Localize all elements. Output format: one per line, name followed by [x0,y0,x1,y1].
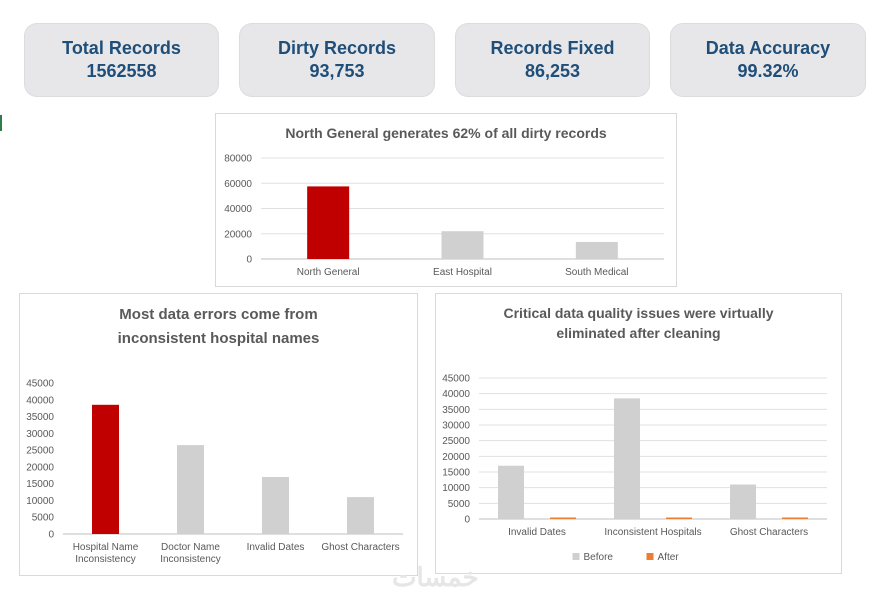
bar-after [666,517,692,519]
sheet-edge-marker [0,115,2,131]
y-tick-label: 0 [464,515,470,526]
x-category-label: Doctor Name [161,542,220,553]
legend-swatch [572,553,580,560]
y-tick-label: 35000 [442,405,470,416]
y-tick-label: 35000 [26,412,54,423]
kpi-label: Records Fixed [490,38,615,58]
kpi-card-total-records: Total Records 1562558 [25,24,218,96]
y-tick-label: 10000 [26,496,54,507]
chart-title: North General generates 62% of all dirty… [285,125,607,141]
chart-title: inconsistent hospital names [118,330,320,347]
bar [177,445,204,534]
chart-before-after[interactable]: Critical data quality issues were virtua… [435,293,842,574]
bar [307,186,350,259]
kpi-card-data-accuracy: Data Accuracy 99.32% [671,24,865,96]
kpi-value: 1562558 [86,61,157,81]
y-tick-label: 15000 [442,468,470,479]
bar-after [782,517,808,519]
chart-title: Critical data quality issues were virtua… [504,305,774,321]
y-tick-label: 5000 [448,499,471,510]
y-tick-label: 20000 [442,452,470,463]
x-category-label: South Medical [565,267,628,278]
x-category-label: East Hospital [433,267,492,278]
kpi-label: Dirty Records [277,38,397,58]
watermark: خمسات [392,562,479,592]
x-category-label: Inconsistency [75,554,136,565]
y-tick-label: 80000 [224,154,252,165]
chart-error-types-svg: Most data errors come from inconsistent h… [26,306,403,565]
y-tick-label: 0 [48,530,54,541]
legend-label: After [658,552,680,563]
kpi-value: 99.32% [737,61,799,81]
x-category-label: North General [297,267,360,278]
x-category-label: Hospital Name [73,542,139,553]
kpi-card-dirty-records: Dirty Records 93,753 [240,24,434,96]
y-tick-label: 15000 [26,479,54,490]
x-category-label: Invalid Dates [508,527,566,538]
x-category-label: Inconsistent Hospitals [604,527,701,538]
bar [575,241,618,259]
y-tick-label: 0 [246,255,252,266]
y-tick-label: 30000 [442,421,470,432]
chart-dirty-by-hospital[interactable]: North General generates 62% of all dirty… [215,113,677,287]
y-tick-label: 25000 [26,446,54,457]
chart-title: Most data errors come from [119,306,317,323]
bar-before [730,484,756,519]
y-tick-label: 45000 [442,374,470,385]
bar [441,231,484,259]
y-tick-label: 40000 [442,389,470,400]
bar [262,476,289,534]
y-tick-label: 45000 [26,379,54,390]
y-tick-label: 40000 [26,395,54,406]
y-tick-label: 40000 [224,204,252,215]
legend-label: Before [584,552,614,563]
y-tick-label: 60000 [224,179,252,190]
y-tick-label: 25000 [442,436,470,447]
x-category-label: Ghost Characters [321,542,399,553]
chart-error-types[interactable]: Most data errors come from inconsistent h… [19,293,418,576]
kpi-label: Data Accuracy [705,38,831,58]
kpi-card-records-fixed: Records Fixed 86,253 [456,24,649,96]
bar [347,497,374,534]
chart-before-after-svg: Critical data quality issues were virtua… [442,305,827,563]
kpi-value: 93,753 [309,61,365,81]
bar-before [614,398,640,519]
kpi-label: Total Records [62,38,181,58]
x-category-label: Inconsistency [160,554,221,565]
chart-dirty-by-hospital-svg: North General generates 62% of all dirty… [224,125,664,278]
bar [92,404,119,534]
bar-before [498,465,524,519]
x-category-label: Invalid Dates [247,542,305,553]
y-tick-label: 5000 [32,513,55,524]
bar-after [550,517,576,519]
chart-title: eliminated after cleaning [556,325,720,341]
y-tick-label: 20000 [26,462,54,473]
y-tick-label: 10000 [442,483,470,494]
kpi-value: 86,253 [524,61,581,81]
legend-swatch [646,553,654,560]
y-tick-label: 30000 [26,429,54,440]
y-tick-label: 20000 [224,229,252,240]
x-category-label: Ghost Characters [730,527,808,538]
